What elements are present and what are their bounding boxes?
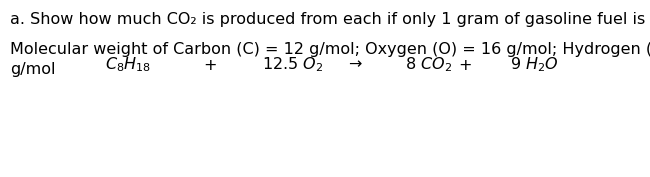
Text: $8\ CO_2$: $8\ CO_2$ [405, 56, 452, 74]
Text: a. Show how much CO₂ is produced from each if only 1 gram of gasoline fuel is bu: a. Show how much CO₂ is produced from ea… [10, 12, 650, 27]
Text: $C_8H_{18}$: $C_8H_{18}$ [105, 56, 151, 74]
Text: Molecular weight of Carbon (C) = 12 g/mol; Oxygen (O) = 16 g/mol; Hydrogen (H) =: Molecular weight of Carbon (C) = 12 g/mo… [10, 42, 650, 77]
Text: $12.5\ O_2$: $12.5\ O_2$ [262, 56, 324, 74]
Text: $9\ H_2O$: $9\ H_2O$ [510, 56, 559, 74]
Text: +: + [203, 58, 216, 73]
Text: +: + [458, 58, 472, 73]
Text: →: → [348, 58, 361, 73]
